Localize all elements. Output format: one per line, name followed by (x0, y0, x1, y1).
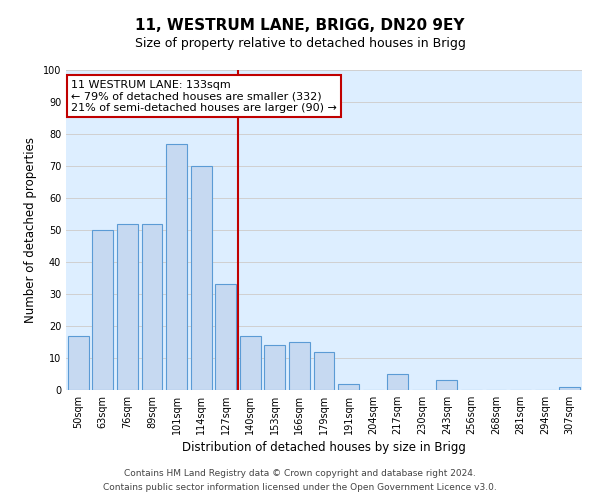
Bar (166, 144, 187, 390)
Text: Contains public sector information licensed under the Open Government Licence v3: Contains public sector information licen… (103, 484, 497, 492)
Bar (191, 166, 212, 390)
Bar (387, 374, 408, 390)
Bar (338, 384, 359, 390)
Bar (559, 387, 580, 390)
Bar (117, 224, 138, 390)
Text: 11, WESTRUM LANE, BRIGG, DN20 9EY: 11, WESTRUM LANE, BRIGG, DN20 9EY (135, 18, 465, 32)
Bar (436, 380, 457, 390)
Bar (240, 336, 261, 390)
Bar (215, 284, 236, 390)
Bar (289, 342, 310, 390)
Text: Size of property relative to detached houses in Brigg: Size of property relative to detached ho… (134, 38, 466, 51)
Text: Contains HM Land Registry data © Crown copyright and database right 2024.: Contains HM Land Registry data © Crown c… (124, 468, 476, 477)
X-axis label: Distribution of detached houses by size in Brigg: Distribution of detached houses by size … (182, 441, 466, 454)
Text: 11 WESTRUM LANE: 133sqm
← 79% of detached houses are smaller (332)
21% of semi-d: 11 WESTRUM LANE: 133sqm ← 79% of detache… (71, 80, 337, 113)
Bar (68, 336, 89, 390)
Bar (265, 345, 286, 390)
Bar (142, 224, 163, 390)
Bar (314, 352, 334, 390)
Y-axis label: Number of detached properties: Number of detached properties (24, 137, 37, 323)
Bar (92, 230, 113, 390)
